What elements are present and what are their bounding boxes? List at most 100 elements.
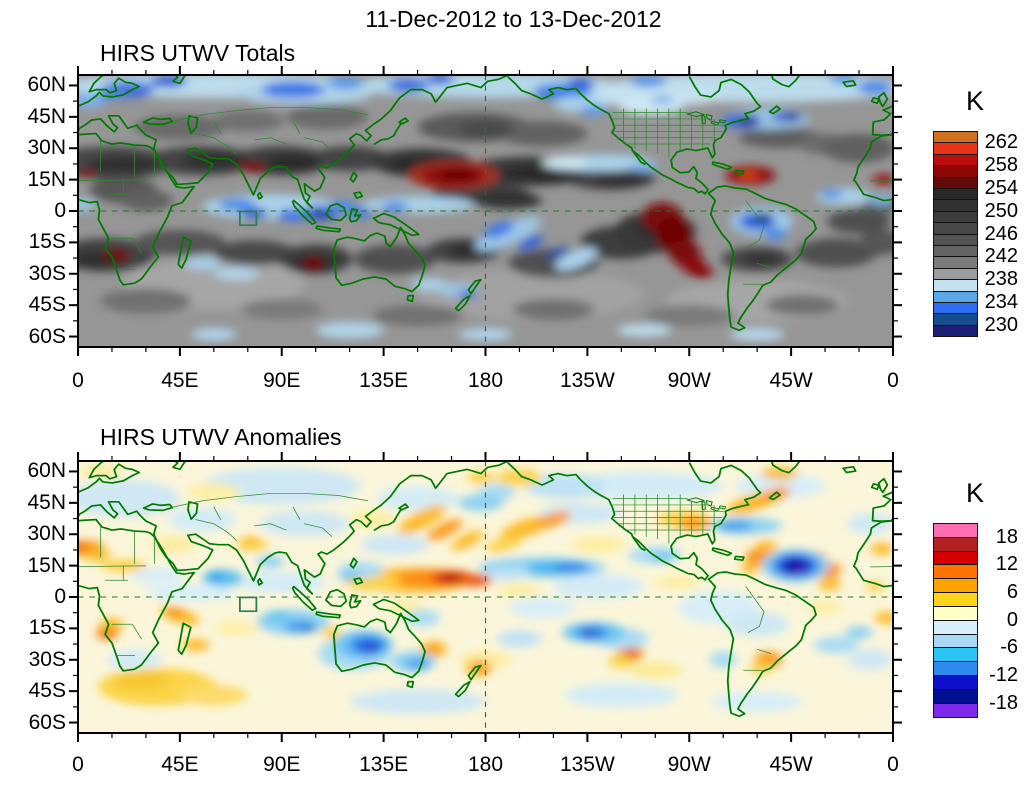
field-blob <box>741 252 783 266</box>
field-blob <box>186 484 241 501</box>
field-blob <box>564 682 678 708</box>
lat-tick-label: 15S <box>28 616 66 640</box>
field-blob <box>205 571 227 581</box>
map-totals <box>69 66 902 356</box>
lon-tick-label: 45E <box>161 369 199 392</box>
field-blob <box>168 507 237 533</box>
lon-tick-label: 90W <box>667 753 711 776</box>
colorbar-totals-title: K <box>965 86 984 116</box>
colorbar-tick-label: 230 <box>984 313 1018 336</box>
lon-tick-label: 135W <box>559 369 615 392</box>
colorbar-tick-label: 254 <box>984 177 1018 199</box>
field-blob <box>322 626 341 639</box>
field-blob <box>785 561 806 574</box>
field-blob <box>360 534 429 556</box>
field-blob <box>372 305 463 327</box>
field-blob <box>426 645 441 654</box>
lon-tick-label: 90E <box>263 369 301 392</box>
field-blob <box>616 323 672 337</box>
colorbar-tick-label: 238 <box>984 268 1018 291</box>
colorbar-tick-label: 242 <box>984 245 1018 268</box>
field-blob <box>766 294 839 316</box>
field-blob <box>191 328 237 341</box>
lon-tick-label: 135E <box>359 369 409 392</box>
field-blob <box>349 689 486 715</box>
lon-tick-label: 135W <box>559 753 615 776</box>
field-blob <box>241 536 260 545</box>
colorbar-tick-label: -12 <box>989 664 1018 687</box>
colorbar-tick-label: -18 <box>989 691 1018 714</box>
field-blob <box>754 540 778 554</box>
lon-tick-label: 90W <box>667 369 711 392</box>
field-blob <box>512 298 595 320</box>
lat-tick-label: 45N <box>27 104 66 128</box>
field-blob <box>628 661 683 679</box>
lat-tick-label: 60N <box>27 73 66 97</box>
field-blob <box>265 610 289 622</box>
lon-tick-label: 135E <box>359 753 409 776</box>
lat-tick-label: 60S <box>28 710 66 734</box>
field-blob <box>315 321 384 339</box>
colorbar-tick-label: -6 <box>1000 636 1018 659</box>
lon-tick-label: 45W <box>769 753 813 776</box>
field-blob <box>458 494 504 512</box>
field-blob <box>302 257 325 270</box>
field-blob <box>741 561 760 574</box>
field-blob <box>813 636 860 654</box>
lon-tick-label: 45E <box>161 753 199 776</box>
colorbar-tick-label: 0 <box>1006 608 1018 631</box>
field-blob <box>845 626 873 639</box>
field-blob <box>496 630 543 648</box>
field-blob <box>496 584 543 597</box>
field-blob <box>213 622 260 635</box>
field-blob <box>213 267 260 281</box>
field-blob <box>87 156 160 174</box>
field-blob <box>508 597 577 618</box>
panel-title-totals: HIRS UTWV Totals <box>100 40 296 66</box>
field-blob <box>118 190 174 211</box>
map-totals-field <box>78 75 893 347</box>
field-blob <box>650 95 674 105</box>
field-blob <box>856 81 893 94</box>
field-blob <box>785 113 802 120</box>
lat-tick-label: 60N <box>27 459 66 483</box>
field-blob <box>145 584 237 602</box>
colorbar-tick-label: 12 <box>995 553 1018 576</box>
field-blob <box>474 192 543 209</box>
lon-tick-label: 0 <box>887 369 899 392</box>
field-blob <box>655 576 701 589</box>
lon-tick-label: 0 <box>72 369 84 392</box>
lon-tick-label: 90E <box>263 753 301 776</box>
field-blob <box>256 555 285 568</box>
field-blob <box>100 288 192 314</box>
field-blob <box>496 469 543 487</box>
colorbar-tick-label: 258 <box>984 154 1018 177</box>
field-blob <box>261 81 325 99</box>
field-blob <box>630 75 667 88</box>
map-anomalies-field <box>78 461 893 733</box>
lon-tick-label: 180 <box>467 753 504 776</box>
field-blob <box>211 110 285 132</box>
field-blob <box>553 573 644 600</box>
field-blob <box>166 607 185 616</box>
colorbar-tick-label: 18 <box>995 525 1018 548</box>
field-blob <box>725 611 789 637</box>
field-blob <box>286 104 368 130</box>
lat-tick-label: 30S <box>28 261 66 285</box>
lon-tick-label: 0 <box>72 753 84 776</box>
field-blob <box>404 609 441 627</box>
lon-tick-label: 0 <box>887 753 899 776</box>
colorbar-tick-label: 234 <box>984 291 1018 313</box>
field-blob <box>643 305 735 327</box>
field-blob <box>822 133 893 163</box>
field-blob <box>496 121 588 147</box>
field-blob <box>818 578 841 591</box>
field-blob <box>571 536 626 554</box>
field-blob <box>607 655 635 669</box>
field-blob <box>594 172 649 187</box>
field-blob <box>820 190 844 199</box>
figure-title: 11-Dec-2012 to 13-Dec-2012 <box>365 6 662 32</box>
field-blob <box>327 77 364 90</box>
field-blob <box>585 629 595 636</box>
